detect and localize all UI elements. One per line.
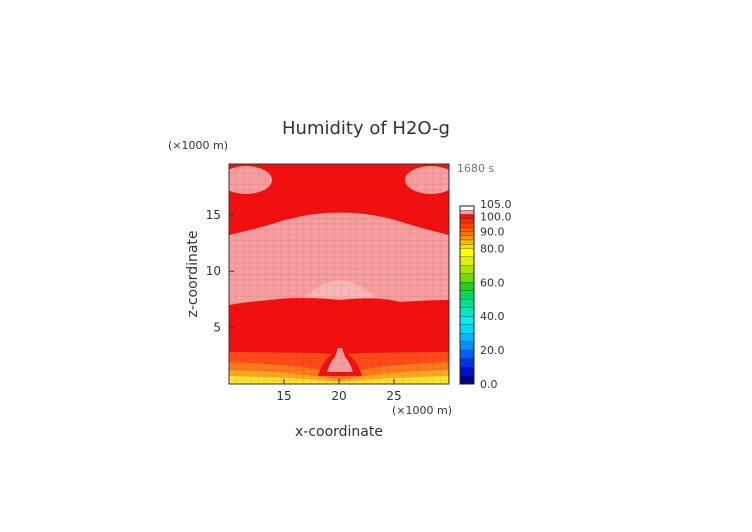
colorbar-band xyxy=(459,290,475,300)
colorbar-tick-label: 60.0 xyxy=(480,276,505,289)
colorbar-tick-label: 0.0 xyxy=(480,378,498,391)
x-axis-ticks: 15 20 25 xyxy=(276,379,402,403)
colorbar-band xyxy=(459,227,475,232)
colorbar-band xyxy=(459,375,475,385)
colorbar-tick-label: 80.0 xyxy=(480,242,505,255)
colorbar-band xyxy=(459,214,475,219)
y-tick-label: 5 xyxy=(213,321,221,335)
colorbar-band xyxy=(459,282,475,291)
colorbar-band xyxy=(459,332,475,342)
humidity-field xyxy=(229,164,449,384)
colorbar-band xyxy=(459,235,475,241)
time-label: 1680 s xyxy=(457,162,494,175)
colorbar-band xyxy=(459,239,475,245)
colorbar-band xyxy=(459,341,475,351)
colorbar-band xyxy=(459,324,475,334)
y-axis-label: z-coordinate xyxy=(185,230,201,317)
colorbar-band xyxy=(459,210,475,215)
y-axis-unit: (×1000 m) xyxy=(168,139,228,152)
colorbar-band xyxy=(459,218,475,224)
colorbar-band xyxy=(459,243,475,249)
colorbar-frame xyxy=(459,205,475,385)
colorbar-band xyxy=(459,248,475,258)
x-axis-label: x-coordinate xyxy=(295,424,383,440)
colorbar-tick-label: 40.0 xyxy=(480,310,505,323)
y-axis-ticks: 5 10 15 xyxy=(206,208,234,335)
x-tick-label: 25 xyxy=(386,389,401,403)
colorbar-band xyxy=(459,366,475,376)
colorbar-band xyxy=(459,358,475,368)
y-tick-label: 15 xyxy=(206,208,221,222)
colorbar-tick-label: 20.0 xyxy=(480,344,505,357)
colorbar-band xyxy=(459,307,475,317)
colorbar-band xyxy=(459,265,475,274)
colorbar-band xyxy=(459,316,475,325)
grid-overlay xyxy=(229,164,449,384)
x-axis-unit: (×1000 m) xyxy=(392,404,452,417)
colorbar-band xyxy=(459,205,475,211)
colorbar-band xyxy=(459,231,475,236)
colorbar-tick-label: 90.0 xyxy=(480,225,505,238)
colorbar-tick-label: 105.0 xyxy=(480,198,512,211)
chart-title: Humidity of H2O-g xyxy=(282,118,450,139)
y-tick-label: 10 xyxy=(206,264,221,278)
colorbar-band xyxy=(459,273,475,283)
colorbar-band xyxy=(459,299,475,308)
x-tick-label: 20 xyxy=(331,389,346,403)
colorbar-tick-label: 100.0 xyxy=(480,210,512,223)
colorbar-band xyxy=(459,349,475,359)
colorbar-band xyxy=(459,256,475,266)
x-tick-label: 15 xyxy=(276,389,291,403)
colorbar-band xyxy=(459,222,475,228)
